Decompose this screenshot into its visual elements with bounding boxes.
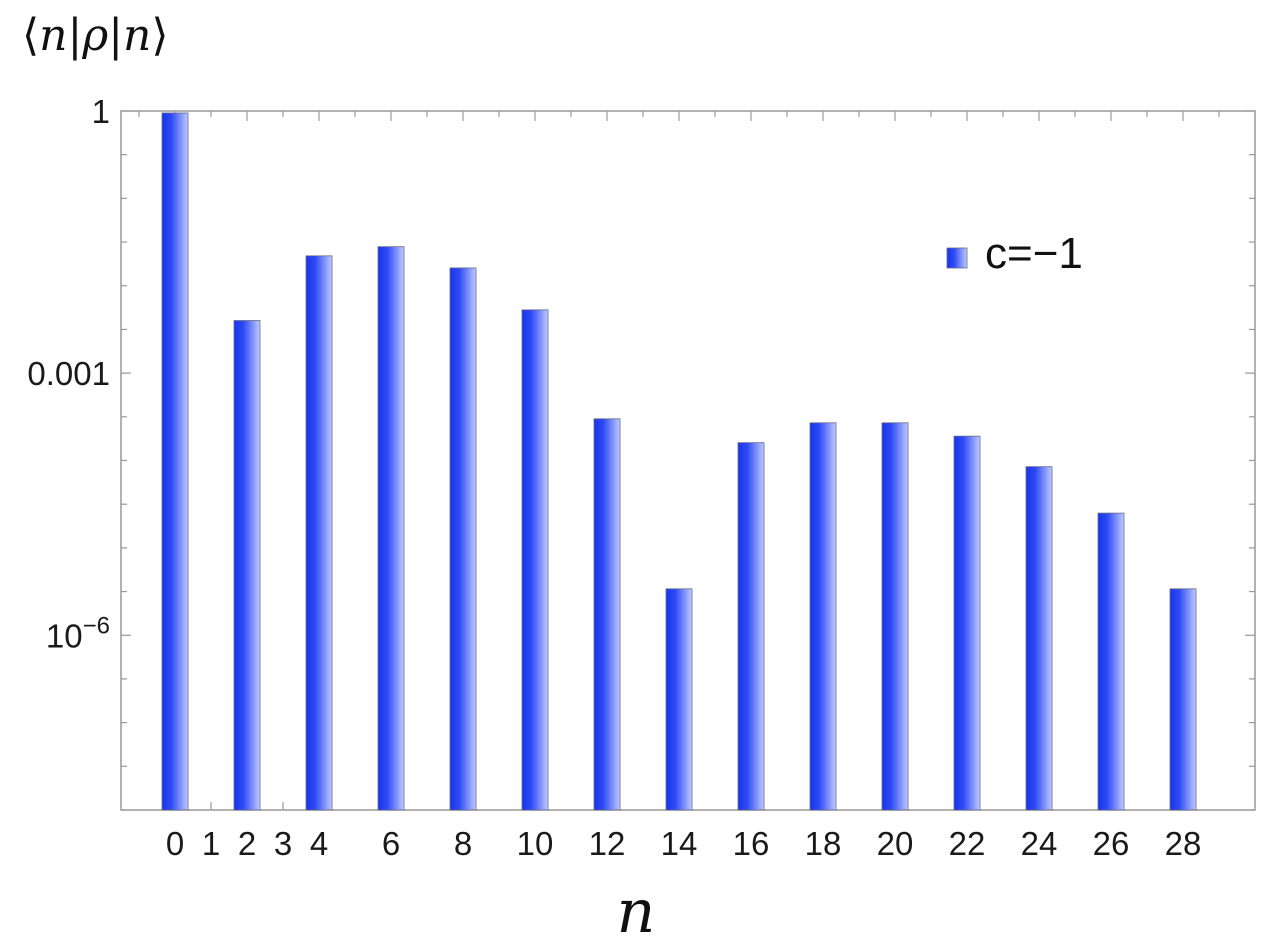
x-tick-label: 6 [382, 825, 400, 862]
x-tick-label: 1 [202, 825, 220, 862]
bar-n-12 [593, 418, 621, 811]
x-tick-label: 18 [805, 825, 842, 862]
ylabel-close: ⟩ [151, 10, 168, 61]
ylabel-open: ⟨ [22, 10, 39, 61]
x-tick-label: 3 [274, 825, 292, 862]
ylabel-n2: n [123, 10, 151, 61]
y-tick-label: 0.001 [27, 355, 110, 392]
x-tick-label: 0 [166, 825, 184, 862]
bar-n-16 [737, 442, 765, 811]
x-tick-label: 2 [238, 825, 256, 862]
x-tick-label: 26 [1093, 825, 1130, 862]
axis-ticks [121, 110, 1255, 811]
bar-n-18 [809, 422, 837, 811]
ylabel-rho: ρ [81, 10, 108, 61]
bar-n-22 [953, 435, 981, 811]
bar-n-8 [449, 267, 477, 811]
bar-n-26 [1097, 512, 1125, 811]
x-tick-label: 14 [661, 825, 698, 862]
legend-swatch [946, 247, 968, 269]
legend: c=−1 [946, 229, 1083, 278]
x-tick-label: 4 [310, 825, 328, 862]
bar-n-0 [161, 112, 189, 811]
y-tick-label: 1 [92, 93, 110, 130]
x-tick-label: 24 [1021, 825, 1058, 862]
y-tick-label: 10−6 [46, 612, 110, 654]
x-tick-label: 22 [949, 825, 986, 862]
bar-n-2 [233, 320, 261, 811]
bars [161, 112, 1197, 811]
ylabel-n1: n [39, 10, 67, 61]
bar-n-14 [665, 588, 693, 811]
bar-n-20 [881, 422, 909, 811]
y-tick-labels: 1 0.001 10−6 [27, 93, 110, 654]
x-axis-label: n [617, 877, 656, 944]
x-tick-labels: 0 1 2 3 4 6 8 10 12 14 16 18 20 22 24 26 28 [166, 825, 1202, 862]
x-tick-label: 8 [454, 825, 472, 862]
svg-text:⟨n|ρ|n⟩: ⟨n|ρ|n⟩ [22, 10, 169, 61]
bar-n-28 [1169, 588, 1197, 811]
y-axis-label: ⟨n|ρ|n⟩ [22, 10, 169, 61]
bar-n-4 [305, 255, 333, 811]
x-tick-label: 10 [517, 825, 554, 862]
bar-n-6 [377, 246, 405, 811]
x-tick-label: 16 [733, 825, 770, 862]
legend-label: c=−1 [985, 229, 1083, 278]
x-tick-label: 28 [1165, 825, 1202, 862]
bar-n-24 [1025, 466, 1053, 811]
x-tick-label: 12 [589, 825, 626, 862]
bar-n-10 [521, 309, 549, 811]
ylabel-bar2: | [108, 10, 123, 61]
ylabel-bar1: | [68, 10, 83, 61]
x-tick-label: 20 [877, 825, 914, 862]
